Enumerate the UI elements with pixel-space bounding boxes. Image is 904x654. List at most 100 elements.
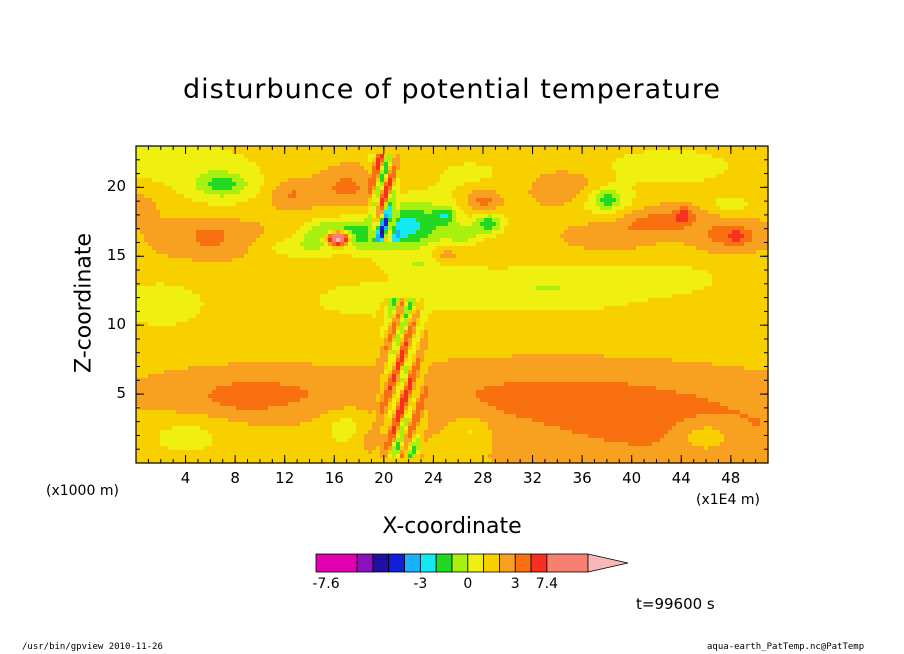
contour-cell (608, 202, 613, 207)
contour-cell (764, 198, 769, 203)
contour-cell (424, 210, 429, 215)
contour-cell (224, 222, 229, 227)
contour-cell (484, 246, 489, 251)
contour-cell (500, 166, 505, 171)
contour-cell (516, 250, 521, 255)
contour-cell (264, 166, 269, 171)
contour-cell (324, 230, 329, 235)
contour-cell (512, 230, 517, 235)
contour-cell (656, 250, 661, 255)
contour-cell (628, 258, 633, 263)
contour-cell (700, 194, 705, 199)
contour-cell (220, 154, 225, 159)
contour-cell (744, 262, 749, 267)
contour-cell (484, 254, 489, 259)
contour-cell (636, 238, 641, 243)
contour-cell (540, 266, 545, 271)
contour-cell (476, 210, 481, 215)
contour-cell (140, 186, 145, 191)
contour-cell (480, 154, 485, 159)
contour-cell (312, 254, 317, 259)
contour-cell (192, 266, 197, 271)
contour-cell (504, 262, 509, 267)
contour-cell (244, 206, 249, 211)
contour-cell (280, 210, 285, 215)
contour-cell (456, 174, 461, 179)
contour-cell (184, 218, 189, 223)
contour-cell (652, 170, 657, 175)
contour-cell (592, 170, 597, 175)
contour-cell (192, 250, 197, 255)
contour-cell (640, 170, 645, 175)
contour-cell (312, 202, 317, 207)
contour-cell (328, 242, 333, 247)
contour-cell (188, 198, 193, 203)
contour-cell (528, 262, 533, 267)
contour-cell (320, 218, 325, 223)
contour-cell (316, 198, 321, 203)
contour-cell (408, 246, 413, 251)
contour-cell (492, 238, 497, 243)
contour-cell (480, 210, 485, 215)
contour-cell (164, 250, 169, 255)
contour-cell (400, 234, 405, 239)
contour-cell (392, 226, 397, 231)
contour-cell (252, 146, 257, 151)
contour-cell (276, 254, 281, 259)
contour-cell (684, 242, 689, 247)
contour-cell (328, 206, 333, 211)
contour-cell (672, 218, 677, 223)
contour-cell (444, 190, 449, 195)
contour-cell (660, 202, 665, 207)
contour-cell (480, 230, 485, 235)
contour-cell (436, 230, 441, 235)
contour-cell (232, 158, 237, 163)
contour-cell (532, 150, 537, 155)
contour-cell (548, 258, 553, 263)
contour-cell (156, 194, 161, 199)
contour-cell (512, 242, 517, 247)
contour-cell (268, 230, 273, 235)
contour-cell (540, 162, 545, 167)
contour-cell (568, 222, 573, 227)
contour-cell (548, 230, 553, 235)
contour-cell (200, 178, 205, 183)
contour-cell (504, 206, 509, 211)
contour-cell (680, 150, 685, 155)
contour-cell (600, 150, 605, 155)
contour-cell (336, 262, 341, 267)
contour-cell (188, 146, 193, 151)
contour-cell (464, 202, 469, 207)
contour-cell (752, 150, 757, 155)
contour-cell (696, 186, 701, 191)
contour-cell (232, 234, 237, 239)
contour-cell (156, 146, 161, 151)
contour-cell (532, 266, 537, 271)
contour-cell (336, 226, 341, 231)
contour-cell (520, 266, 525, 271)
contour-cell (204, 190, 209, 195)
contour-cell (268, 170, 273, 175)
contour-cell (408, 186, 413, 191)
contour-cell (720, 190, 725, 195)
contour-cell (308, 162, 313, 167)
contour-cell (544, 262, 549, 267)
contour-cell (444, 226, 449, 231)
contour-cell (208, 178, 213, 183)
contour-cell (540, 174, 545, 179)
contour-cell (408, 218, 413, 223)
contour-cell (476, 194, 481, 199)
contour-cell (468, 206, 473, 211)
contour-cell (400, 146, 405, 151)
contour-cell (420, 158, 425, 163)
contour-cell (624, 162, 629, 167)
contour-cell (420, 194, 425, 199)
contour-cell (464, 162, 469, 167)
contour-cell (648, 198, 653, 203)
contour-cell (496, 262, 501, 267)
contour-cell (764, 222, 769, 227)
contour-cell (552, 210, 557, 215)
contour-cell (232, 178, 237, 183)
contour-cell (612, 198, 617, 203)
contour-cell (368, 174, 373, 179)
